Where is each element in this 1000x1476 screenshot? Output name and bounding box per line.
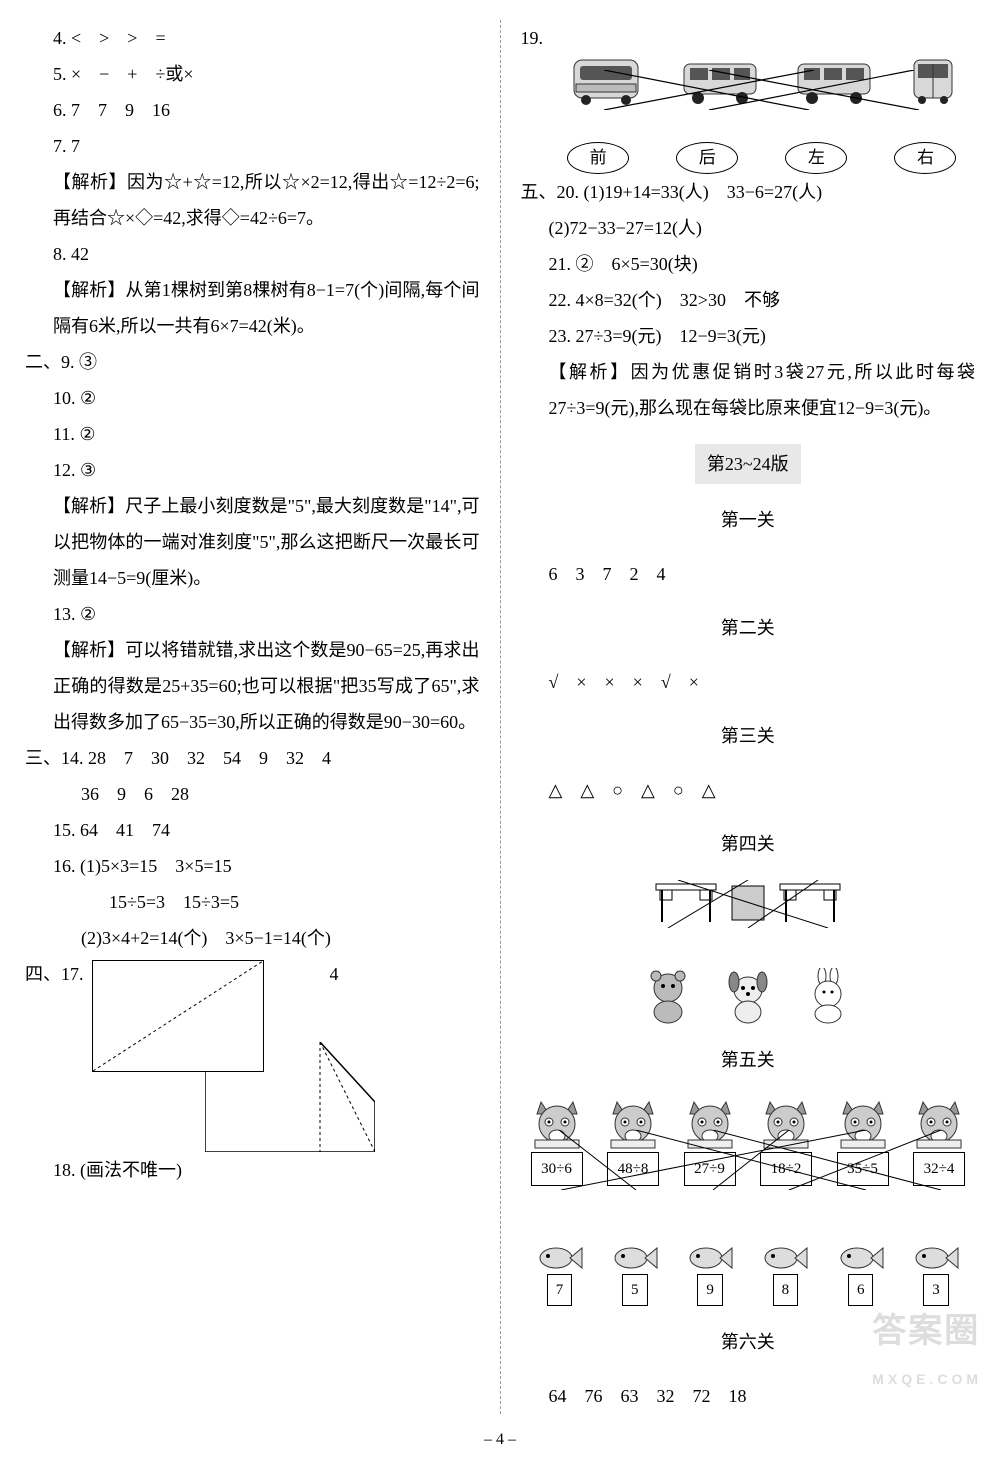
oval-right: 右 bbox=[894, 142, 956, 174]
gate1-title: 第一关 bbox=[521, 502, 976, 538]
gate5-title: 第五关 bbox=[521, 1042, 976, 1078]
page-columns: 4. < > > = 5. × − + ÷或× 6. 7 7 9 16 7. 7… bbox=[25, 20, 975, 1414]
q11: 11. ② bbox=[25, 416, 480, 452]
q8-explain: 【解析】从第1棵树到第8棵树有8−1=7(个)间隔,每个间隔有6米,所以一共有6… bbox=[25, 272, 480, 344]
q10: 10. ② bbox=[25, 380, 480, 416]
gate2-title: 第二关 bbox=[521, 610, 976, 646]
q16b: 15÷5=3 15÷3=5 bbox=[25, 884, 480, 920]
q19-ovals: 前 后 左 右 bbox=[549, 142, 976, 174]
dog-icon bbox=[722, 968, 774, 1024]
q16c: (2)3×4+2=14(个) 3×5−1=14(个) bbox=[25, 920, 480, 956]
q8: 8. 42 bbox=[25, 236, 480, 272]
fish-icon bbox=[761, 1242, 809, 1274]
q19-label: 19. bbox=[521, 20, 976, 56]
fish-icon bbox=[912, 1242, 960, 1274]
q6: 6. 7 7 9 16 bbox=[25, 92, 480, 128]
gate3-title: 第三关 bbox=[521, 718, 976, 754]
q12-explain: 【解析】尺子上最小刻度数是"5",最大刻度数是"14",可以把物体的一端对准刻度… bbox=[25, 488, 480, 596]
gate6-ans: 64 76 63 32 72 18 bbox=[521, 1378, 976, 1414]
q13: 13. ② bbox=[25, 596, 480, 632]
left-column: 4. < > > = 5. × − + ÷或× 6. 7 7 9 16 7. 7… bbox=[25, 20, 480, 1414]
column-divider bbox=[500, 20, 501, 1414]
q17-shape2 bbox=[205, 1042, 375, 1152]
q15: 15. 64 41 74 bbox=[25, 812, 480, 848]
rabbit-icon bbox=[802, 968, 854, 1024]
oval-front: 前 bbox=[567, 142, 629, 174]
fish-label: 8 bbox=[773, 1274, 799, 1306]
fish-label: 3 bbox=[923, 1274, 949, 1306]
fish-label: 6 bbox=[848, 1274, 874, 1306]
q22: 22. 4×8=32(个) 32>30 不够 bbox=[521, 282, 976, 318]
animal-row bbox=[521, 968, 976, 1024]
fish-label: 9 bbox=[697, 1274, 723, 1306]
band-label: 第23~24版 bbox=[695, 444, 801, 484]
oval-left: 左 bbox=[785, 142, 847, 174]
gate3-ans: △ △ ○ △ ○ △ bbox=[521, 772, 976, 808]
q16a: 16. (1)5×3=15 3×5=15 bbox=[25, 848, 480, 884]
fish-label: 5 bbox=[622, 1274, 648, 1306]
q12: 12. ③ bbox=[25, 452, 480, 488]
q23-explain: 【解析】因为优惠促销时3袋27元,所以此时每袋27÷3=9(元),那么现在每袋比… bbox=[521, 354, 976, 426]
bear-icon bbox=[642, 968, 694, 1024]
right-column: 19. bbox=[521, 20, 976, 1414]
q13-explain: 【解析】可以将错就错,求出这个数是90−65=25,再求出正确的得数是25+35… bbox=[25, 632, 480, 740]
q7-explain: 【解析】因为☆+☆=12,所以☆×2=12,得出☆=12÷2=6;再结合☆×◇=… bbox=[25, 164, 480, 236]
oval-back: 后 bbox=[676, 142, 738, 174]
section3-q14a: 三、14. 28 7 30 32 54 9 32 4 bbox=[25, 740, 480, 776]
fish-label: 7 bbox=[547, 1274, 573, 1306]
q14b: 36 9 6 28 bbox=[25, 776, 480, 812]
gate1-ans: 6 3 7 2 4 bbox=[521, 556, 976, 592]
q7: 7. 7 bbox=[25, 128, 480, 164]
section2-q9: 二、9. ③ bbox=[25, 344, 480, 380]
band-23-24: 第23~24版 bbox=[521, 444, 976, 484]
page-number: – 4 – bbox=[25, 1424, 975, 1456]
q17-number: 4 bbox=[302, 956, 339, 992]
gate4-title: 第四关 bbox=[521, 826, 976, 862]
q4: 4. < > > = bbox=[25, 20, 480, 56]
q20b: (2)72−33−27=12(人) bbox=[521, 210, 976, 246]
fish-icon bbox=[536, 1242, 584, 1274]
section4-q17-label: 四、17. bbox=[25, 956, 84, 992]
gate6-title: 第六关 bbox=[521, 1324, 976, 1360]
gate2-ans: √ × × × √ × bbox=[521, 664, 976, 700]
fish-row: 7 5 9 8 6 3 bbox=[531, 1242, 966, 1306]
q5: 5. × − + ÷或× bbox=[25, 56, 480, 92]
q21: 21. ② 6×5=30(块) bbox=[521, 246, 976, 282]
fish-icon bbox=[837, 1242, 885, 1274]
fish-icon bbox=[611, 1242, 659, 1274]
q18: 18. (画法不唯一) bbox=[25, 1152, 480, 1188]
section5-q20a: 五、20. (1)19+14=33(人) 33−6=27(人) bbox=[521, 174, 976, 210]
q23: 23. 27÷3=9(元) 12−9=3(元) bbox=[521, 318, 976, 354]
fish-icon bbox=[686, 1242, 734, 1274]
